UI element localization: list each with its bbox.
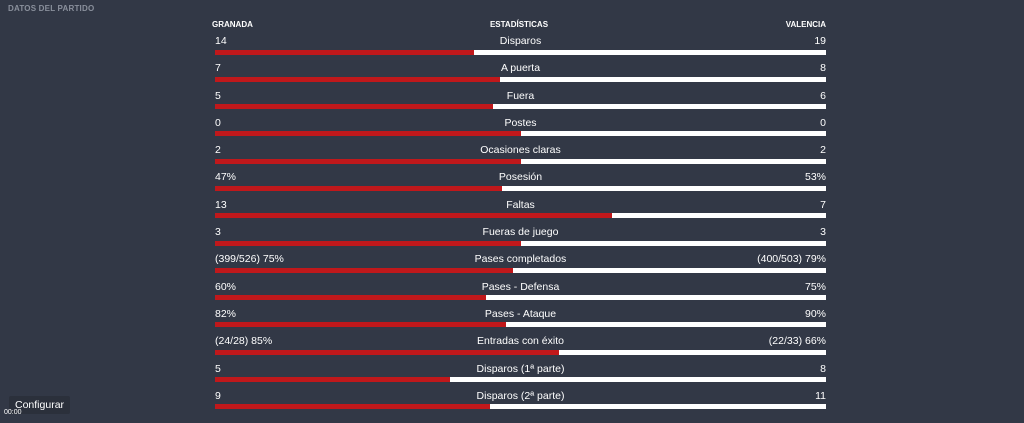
stat-label: Pases completados [474,253,567,266]
away-value: 6 [820,89,826,102]
stats-column-title: ESTADÍSTICAS [489,20,549,29]
home-share-fill [215,404,490,410]
comparison-bar [215,349,826,355]
comparison-bar [215,213,826,219]
stat-row-disparos: 14 Disparos 19 [215,34,826,61]
stat-label: Fueras de juego [482,226,559,239]
home-value: 82% [215,307,237,320]
away-value: 2 [820,144,826,157]
home-value: 7 [215,62,221,75]
stat-row-faltas: 13 Faltas 7 [215,198,826,225]
stat-row-postes: 0 Postes 0 [215,116,826,143]
stats-list: 14 Disparos 19 7 A puerta 8 5 Fuera 6 0 … [215,34,826,416]
stat-label: Faltas [506,198,535,211]
home-share-fill [215,267,513,273]
match-timer: 00:00 [4,409,22,416]
home-value: (399/526) 75% [215,253,284,266]
stat-label: Disparos (1ª parte) [476,362,565,375]
home-share-fill [215,322,507,328]
home-value: 9 [215,389,221,402]
home-share-fill [215,213,613,219]
home-value: 47% [215,171,237,184]
stat-row-fueras-de-juego: 3 Fueras de juego 3 [215,225,826,252]
comparison-bar [215,158,826,164]
home-share-fill [215,76,501,82]
away-value: 75% [804,280,826,293]
home-value: (24/28) 85% [215,335,273,348]
home-value: 13 [215,198,227,211]
away-value: 8 [820,62,826,75]
stat-label: Pases - Defensa [481,280,560,293]
home-share-fill [215,104,493,110]
home-share-fill [215,377,451,383]
stat-label: Postes [504,116,537,129]
stat-row-posesion: 47% Posesión 53% [215,170,826,197]
home-value: 3 [215,226,221,239]
stat-row-disparos-1a-parte: 5 Disparos (1ª parte) 8 [215,362,826,389]
stat-row-entradas-con-exito: (24/28) 85% Entradas con éxito (22/33) 6… [215,334,826,361]
home-share-fill [215,240,521,246]
stat-row-ocasiones-claras: 2 Ocasiones claras 2 [215,143,826,170]
home-team-name: GRANADA [212,20,253,29]
comparison-bar [215,49,826,55]
away-value: 7 [820,198,826,211]
comparison-bar [215,185,826,191]
stat-row-a-puerta: 7 A puerta 8 [215,61,826,88]
stat-label: Pases - Ataque [484,307,557,320]
away-value: 19 [814,35,826,47]
stat-label: Fuera [506,89,535,102]
comparison-bar [215,131,826,137]
home-value: 14 [215,35,227,47]
stat-label: Ocasiones claras [480,144,561,157]
home-share-fill [215,158,521,164]
comparison-bar [215,377,826,383]
stat-row-pases-defensa: 60% Pases - Defensa 75% [215,280,826,307]
stat-label: Entradas con éxito [477,335,564,348]
comparison-bar [215,76,826,82]
away-team-name: VALENCIA [785,20,826,29]
away-value: 11 [815,389,826,402]
home-share-fill [215,349,559,355]
configure-button[interactable]: Configurar [9,396,71,414]
home-share-fill [215,295,487,301]
away-value: 53% [804,171,826,184]
stat-row-disparos-2a-parte: 9 Disparos (2ª parte) 11 [215,389,826,416]
stat-row-pases-ataque: 82% Pases - Ataque 90% [215,307,826,334]
away-value: 8 [820,362,826,375]
home-share-fill [215,49,475,55]
comparison-bar [215,404,826,410]
comparison-bar [215,240,826,246]
home-value: 2 [215,144,221,157]
away-value: (22/33) 66% [768,335,826,348]
home-value: 60% [215,280,237,293]
home-share-fill [215,185,503,191]
comparison-bar [215,267,826,273]
home-share-fill [215,131,521,137]
away-value: 3 [820,226,826,239]
stat-label: Posesión [498,171,543,184]
stat-row-fuera: 5 Fuera 6 [215,89,826,116]
stat-label: Disparos [499,35,542,47]
home-value: 0 [215,116,221,129]
comparison-bar [215,295,826,301]
stat-row-pases-completados: (399/526) 75% Pases completados (400/503… [215,252,826,279]
stat-label: A puerta [500,62,541,75]
away-value: (400/503) 79% [757,253,826,266]
stat-label: Disparos (2ª parte) [476,389,565,402]
comparison-bar [215,104,826,110]
comparison-bar [215,322,826,328]
home-value: 5 [215,362,221,375]
home-value: 5 [215,89,221,102]
section-title: DATOS DEL PARTIDO [8,4,95,13]
away-value: 0 [820,116,826,129]
away-value: 90% [804,307,826,320]
